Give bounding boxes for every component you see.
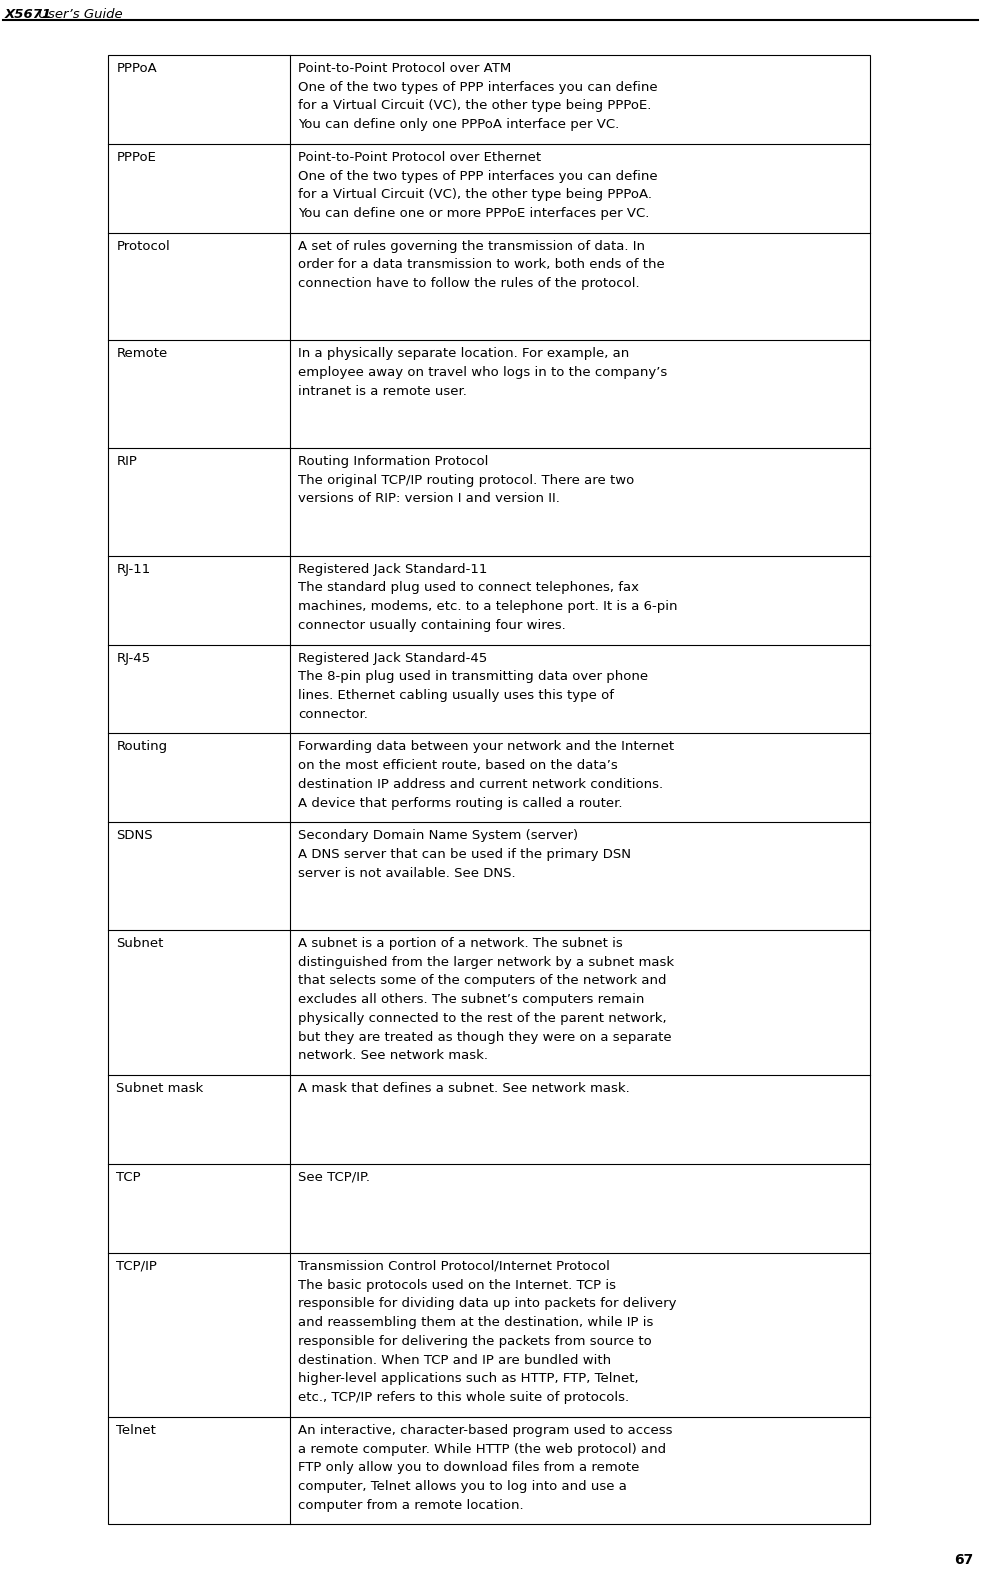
Text: A mask that defines a subnet. See network mask.: A mask that defines a subnet. See networ… <box>298 1082 630 1096</box>
Text: a remote computer. While HTTP (the web protocol) and: a remote computer. While HTTP (the web p… <box>298 1443 666 1456</box>
Text: PPPoA: PPPoA <box>117 62 157 74</box>
Text: computer from a remote location.: computer from a remote location. <box>298 1498 524 1511</box>
Text: FTP only allow you to download files from a remote: FTP only allow you to download files fro… <box>298 1461 640 1475</box>
Text: X5671: X5671 <box>5 8 52 21</box>
Text: Telnet: Telnet <box>117 1424 156 1437</box>
Text: A subnet is a portion of a network. The subnet is: A subnet is a portion of a network. The … <box>298 936 623 951</box>
Text: versions of RIP: version I and version II.: versions of RIP: version I and version I… <box>298 493 560 505</box>
Text: responsible for delivering the packets from source to: responsible for delivering the packets f… <box>298 1334 652 1348</box>
Text: The original TCP/IP routing protocol. There are two: The original TCP/IP routing protocol. Th… <box>298 474 635 486</box>
Text: Subnet: Subnet <box>117 936 164 951</box>
Text: and reassembling them at the destination, while IP is: and reassembling them at the destination… <box>298 1317 653 1330</box>
Text: RJ-45: RJ-45 <box>117 652 150 665</box>
Text: employee away on travel who logs in to the company’s: employee away on travel who logs in to t… <box>298 366 668 379</box>
Text: Forwarding data between your network and the Internet: Forwarding data between your network and… <box>298 741 675 753</box>
Text: You can define only one PPPoA interface per VC.: You can define only one PPPoA interface … <box>298 118 620 131</box>
Text: machines, modems, etc. to a telephone port. It is a 6-pin: machines, modems, etc. to a telephone po… <box>298 600 678 613</box>
Text: SDNS: SDNS <box>117 829 153 842</box>
Text: destination IP address and current network conditions.: destination IP address and current netwo… <box>298 778 663 791</box>
Text: excludes all others. The subnet’s computers remain: excludes all others. The subnet’s comput… <box>298 993 645 1006</box>
Text: RJ-11: RJ-11 <box>117 562 150 576</box>
Text: etc., TCP/IP refers to this whole suite of protocols.: etc., TCP/IP refers to this whole suite … <box>298 1391 630 1404</box>
Text: server is not available. See DNS.: server is not available. See DNS. <box>298 867 516 880</box>
Text: A DNS server that can be used if the primary DSN: A DNS server that can be used if the pri… <box>298 848 632 861</box>
Text: Secondary Domain Name System (server): Secondary Domain Name System (server) <box>298 829 579 842</box>
Text: lines. Ethernet cabling usually uses this type of: lines. Ethernet cabling usually uses thi… <box>298 688 614 703</box>
Text: that selects some of the computers of the network and: that selects some of the computers of th… <box>298 974 667 987</box>
Text: Transmission Control Protocol/Internet Protocol: Transmission Control Protocol/Internet P… <box>298 1260 610 1273</box>
Text: One of the two types of PPP interfaces you can define: One of the two types of PPP interfaces y… <box>298 81 658 93</box>
Text: Point-to-Point Protocol over Ethernet: Point-to-Point Protocol over Ethernet <box>298 152 542 164</box>
Text: on the most efficient route, based on the data’s: on the most efficient route, based on th… <box>298 759 618 772</box>
Text: for a Virtual Circuit (VC), the other type being PPPoA.: for a Virtual Circuit (VC), the other ty… <box>298 188 652 202</box>
Text: The basic protocols used on the Internet. TCP is: The basic protocols used on the Internet… <box>298 1279 616 1292</box>
Text: intranet is a remote user.: intranet is a remote user. <box>298 385 467 398</box>
Text: TCP: TCP <box>117 1172 141 1184</box>
Bar <box>108 55 870 1524</box>
Text: User’s Guide: User’s Guide <box>34 8 123 21</box>
Text: The standard plug used to connect telephones, fax: The standard plug used to connect teleph… <box>298 581 640 594</box>
Text: PPPoE: PPPoE <box>117 152 156 164</box>
Text: Remote: Remote <box>117 347 168 360</box>
Text: An interactive, character-based program used to access: An interactive, character-based program … <box>298 1424 673 1437</box>
Text: A set of rules governing the transmission of data. In: A set of rules governing the transmissio… <box>298 240 645 253</box>
Text: Subnet mask: Subnet mask <box>117 1082 204 1096</box>
Text: network. See network mask.: network. See network mask. <box>298 1050 489 1063</box>
Text: responsible for dividing data up into packets for delivery: responsible for dividing data up into pa… <box>298 1298 677 1311</box>
Text: RIP: RIP <box>117 455 137 467</box>
Text: but they are treated as though they were on a separate: but they are treated as though they were… <box>298 1031 672 1044</box>
Text: Registered Jack Standard-11: Registered Jack Standard-11 <box>298 562 488 576</box>
Text: physically connected to the rest of the parent network,: physically connected to the rest of the … <box>298 1012 667 1025</box>
Text: distinguished from the larger network by a subnet mask: distinguished from the larger network by… <box>298 955 675 968</box>
Text: TCP/IP: TCP/IP <box>117 1260 157 1273</box>
Text: connector.: connector. <box>298 707 368 720</box>
Text: Routing: Routing <box>117 741 168 753</box>
Text: higher-level applications such as HTTP, FTP, Telnet,: higher-level applications such as HTTP, … <box>298 1372 639 1385</box>
Text: Protocol: Protocol <box>117 240 170 253</box>
Text: Registered Jack Standard-45: Registered Jack Standard-45 <box>298 652 488 665</box>
Text: connector usually containing four wires.: connector usually containing four wires. <box>298 619 566 632</box>
Text: See TCP/IP.: See TCP/IP. <box>298 1172 371 1184</box>
Text: 67: 67 <box>954 1554 973 1566</box>
Text: Routing Information Protocol: Routing Information Protocol <box>298 455 489 467</box>
Text: In a physically separate location. For example, an: In a physically separate location. For e… <box>298 347 630 360</box>
Text: for a Virtual Circuit (VC), the other type being PPPoE.: for a Virtual Circuit (VC), the other ty… <box>298 99 651 112</box>
Text: One of the two types of PPP interfaces you can define: One of the two types of PPP interfaces y… <box>298 169 658 183</box>
Text: The 8-pin plug used in transmitting data over phone: The 8-pin plug used in transmitting data… <box>298 669 648 684</box>
Text: order for a data transmission to work, both ends of the: order for a data transmission to work, b… <box>298 259 665 272</box>
Text: destination. When TCP and IP are bundled with: destination. When TCP and IP are bundled… <box>298 1353 611 1366</box>
Text: Point-to-Point Protocol over ATM: Point-to-Point Protocol over ATM <box>298 62 511 74</box>
Text: A device that performs routing is called a router.: A device that performs routing is called… <box>298 797 623 810</box>
Text: computer, Telnet allows you to log into and use a: computer, Telnet allows you to log into … <box>298 1480 627 1494</box>
Text: connection have to follow the rules of the protocol.: connection have to follow the rules of t… <box>298 278 640 291</box>
Text: You can define one or more PPPoE interfaces per VC.: You can define one or more PPPoE interfa… <box>298 207 649 219</box>
